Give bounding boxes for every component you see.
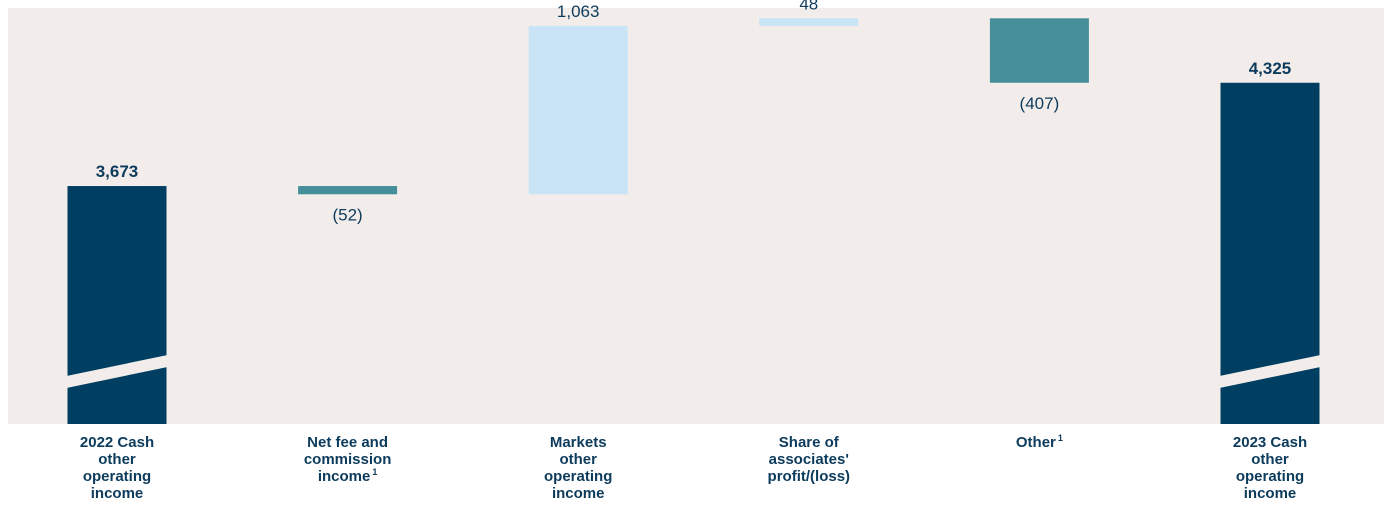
axis-break-2023-cash-other-operating-income xyxy=(1219,355,1321,388)
plot-background xyxy=(8,8,1384,424)
bar-net-fee-and-commission-income xyxy=(298,186,398,195)
axis-break-2022-cash-other-operating-income xyxy=(66,355,168,388)
category-label-other: Other 1 xyxy=(1016,433,1063,451)
axis-breaks-group xyxy=(66,355,1321,388)
bar-other xyxy=(989,18,1089,83)
value-label-share-of-associates-profit-loss: 48 xyxy=(799,0,818,13)
bar-markets-other-operating-income xyxy=(528,25,628,195)
category-label-2023-cash-other-operating-income: 2023 Cash other operating income xyxy=(1233,434,1307,502)
value-label-markets-other-operating-income: 1,063 xyxy=(557,2,600,21)
value-label-other: (407) xyxy=(1020,94,1060,113)
category-label-markets-other-operating-income: Markets other operating income xyxy=(544,434,612,502)
bar-share-of-associates-profit-loss xyxy=(759,18,859,26)
category-label-2022-cash-other-operating-income: 2022 Cash other operating income xyxy=(80,434,154,502)
category-labels-group: 2022 Cash other operating income Net fee and… xyxy=(80,433,1307,502)
category-label-net-fee-and-commission-income: Net fee and commission income 1 xyxy=(304,434,392,485)
bar-2022-cash-other-operating-income xyxy=(67,186,167,424)
category-label-share-of-associates-profit-loss: Share of associates' profit/(loss) xyxy=(768,434,851,485)
value-label-net-fee-and-commission-income: (52) xyxy=(332,205,362,224)
value-label-2022-cash-other-operating-income: 3,673 xyxy=(96,162,139,181)
value-label-2023-cash-other-operating-income: 4,325 xyxy=(1249,59,1292,78)
value-labels-group: 3,673 (52) 1,063 48 (407) 4,325 xyxy=(96,0,1292,224)
